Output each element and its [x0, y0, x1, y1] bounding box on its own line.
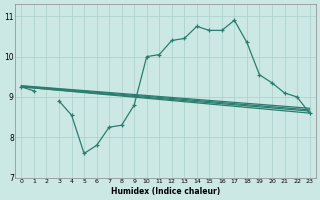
X-axis label: Humidex (Indice chaleur): Humidex (Indice chaleur) — [111, 187, 220, 196]
